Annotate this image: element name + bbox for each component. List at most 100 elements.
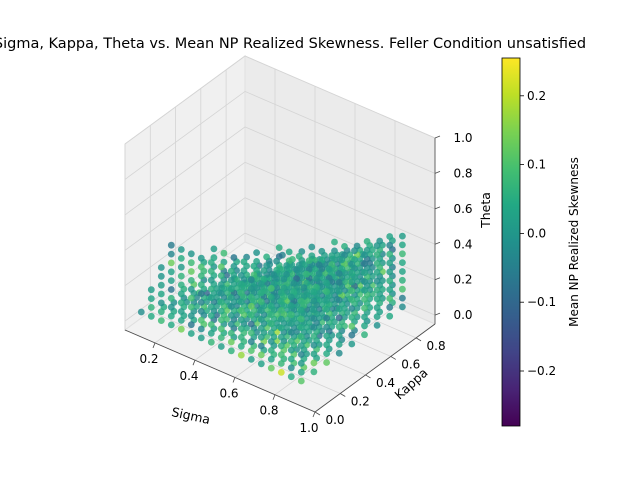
- y-tick-label: 0.8: [427, 339, 446, 353]
- data-point: [277, 333, 285, 341]
- data-point: [310, 350, 318, 358]
- data-point: [323, 332, 330, 340]
- axis-ticks: 0.2 0.4 0.6 0.8 1.0 0.0 0.2 0.4 0.6 0.8 0.0 0.2 0.4 0…: [139, 131, 472, 435]
- grid-line-z: [124, 90, 436, 180]
- data-point: [227, 347, 235, 355]
- z-tick-label: 0.2: [453, 273, 472, 287]
- data-point: [237, 298, 245, 306]
- chart-title: Sigma, Kappa, Theta vs. Mean NP Realized…: [0, 36, 586, 52]
- data-point: [257, 351, 265, 359]
- data-point: [187, 321, 195, 329]
- data-point: [267, 311, 275, 319]
- data-point: [157, 264, 165, 271]
- data-point: [187, 312, 195, 320]
- data-point: [386, 233, 394, 240]
- grid-line-z: [124, 161, 436, 251]
- data-point: [227, 329, 235, 337]
- data-point: [373, 251, 381, 258]
- data-point: [285, 248, 293, 256]
- data-point: [305, 257, 313, 264]
- data-point: [335, 270, 343, 277]
- data-point: [297, 297, 305, 305]
- data-point: [217, 290, 225, 297]
- data-point: [323, 359, 330, 366]
- axes-3d: 0.2 0.4 0.6 0.8 1.0 0.0 0.2 0.4 0.6 0.8 0.0 0.2 0.4 0…: [124, 55, 493, 435]
- data-point: [323, 350, 330, 357]
- data-point: [310, 359, 318, 367]
- data-point: [253, 249, 260, 256]
- data-point: [270, 271, 278, 279]
- data-point: [297, 377, 305, 385]
- data-point: [167, 259, 175, 267]
- data-point: [177, 255, 185, 262]
- data-point: [297, 306, 305, 314]
- x-tick-label: 0.4: [179, 369, 198, 383]
- data-point: [287, 346, 295, 354]
- y-tick-mark: [340, 393, 346, 397]
- data-point: [277, 307, 285, 314]
- data-point: [373, 304, 381, 312]
- data-point: [325, 265, 333, 273]
- data-point: [361, 295, 368, 303]
- data-point: [361, 322, 368, 330]
- data-point: [197, 325, 205, 333]
- data-point: [323, 288, 330, 295]
- data-point: [167, 312, 175, 320]
- data-point: [287, 320, 295, 327]
- data-point: [257, 280, 265, 288]
- data-point: [348, 278, 356, 286]
- data-point: [277, 289, 285, 297]
- y-tick-mark: [365, 374, 371, 379]
- data-point: [373, 286, 381, 294]
- data-point: [167, 250, 175, 258]
- data-point: [335, 279, 343, 286]
- data-point: [310, 306, 318, 314]
- data-point: [207, 267, 215, 275]
- grid-line-y: [149, 125, 341, 394]
- data-point: [335, 323, 343, 331]
- data-point: [177, 272, 185, 280]
- data-point: [157, 317, 165, 324]
- data-point: [310, 368, 318, 376]
- data-point: [275, 244, 283, 252]
- x-tick-label: 0.8: [259, 404, 278, 418]
- data-point: [250, 262, 258, 270]
- data-point: [287, 293, 295, 301]
- data-point: [348, 331, 356, 339]
- data-point: [361, 260, 368, 268]
- data-point: [157, 281, 165, 289]
- data-point: [267, 302, 275, 310]
- data-point: [157, 299, 165, 307]
- data-point: [267, 285, 275, 292]
- data-point: [187, 277, 195, 284]
- data-point: [237, 316, 245, 324]
- data-point: [295, 252, 303, 260]
- data-point: [157, 308, 165, 316]
- data-point: [335, 314, 343, 322]
- data-point: [237, 289, 245, 297]
- data-point: [257, 307, 265, 314]
- data-point: [293, 266, 300, 274]
- data-point: [297, 315, 305, 323]
- data-point: [237, 351, 245, 359]
- data-point: [177, 317, 185, 324]
- data-point: [207, 276, 215, 284]
- data-point: [197, 272, 205, 280]
- data-point: [217, 281, 225, 288]
- data-point: [157, 272, 165, 280]
- data-point: [373, 268, 381, 276]
- data-point: [338, 256, 346, 264]
- data-point: [323, 279, 330, 287]
- x-tick-mark: [312, 411, 316, 418]
- data-point: [310, 324, 318, 331]
- data-point: [361, 278, 368, 285]
- data-point: [177, 325, 185, 333]
- data-point: [227, 338, 235, 346]
- data-point: [187, 330, 195, 337]
- z-tick-label: 0.4: [453, 237, 472, 251]
- data-point: [207, 329, 215, 337]
- data-point: [147, 312, 155, 320]
- data-point: [323, 297, 330, 304]
- data-point: [247, 302, 255, 310]
- data-point: [399, 241, 406, 249]
